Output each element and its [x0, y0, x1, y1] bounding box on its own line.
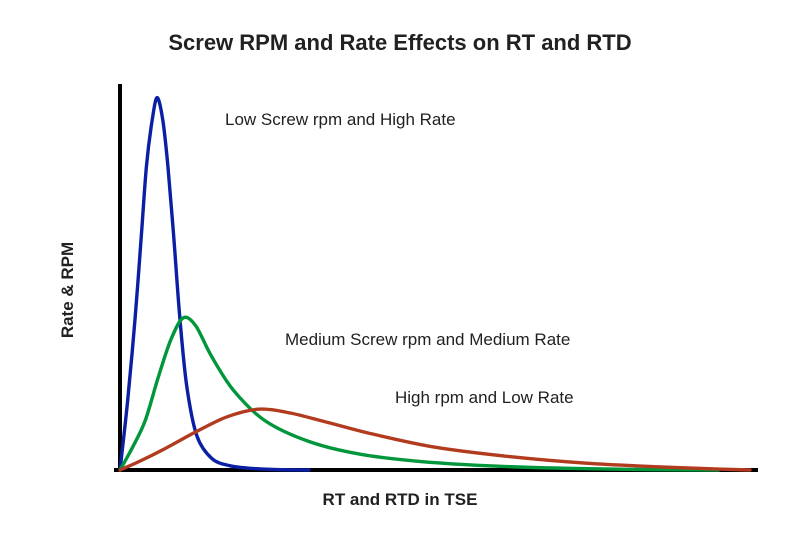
chart-container: Screw RPM and Rate Effects on RT and RTD…	[0, 0, 800, 560]
curve-green	[120, 317, 719, 470]
chart-svg	[0, 0, 800, 560]
